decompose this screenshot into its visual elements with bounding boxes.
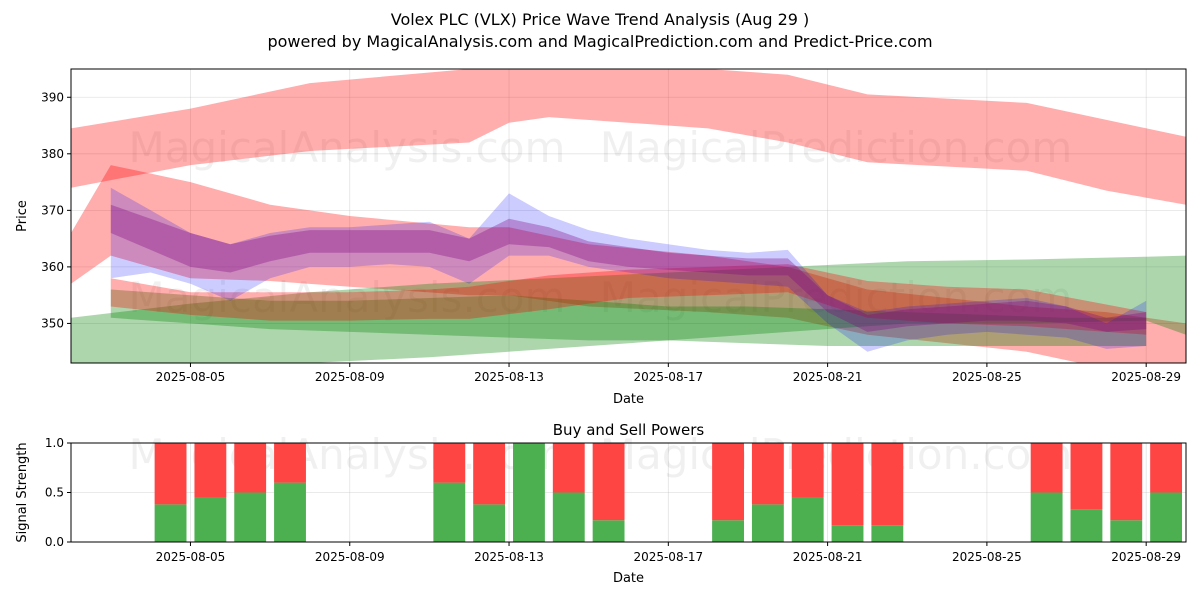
bar-xtick-label: 2025-08-13	[474, 550, 544, 564]
bar-chart-title: Buy and Sell Powers	[553, 421, 705, 439]
watermark-text: MagicalPrediction.com	[600, 273, 1073, 322]
bar-xtick-label: 2025-08-25	[952, 550, 1022, 564]
bar-ylabel: Signal Strength	[15, 442, 30, 542]
sell-bar	[1070, 443, 1103, 510]
buy-bar	[592, 520, 625, 542]
price-axes-frame	[70, 68, 1187, 364]
buy-bar	[791, 497, 824, 542]
price-xtick-label: 2025-08-21	[793, 370, 863, 384]
sell-bar	[712, 443, 744, 521]
sell-bar	[871, 443, 904, 526]
buy-bar	[513, 443, 545, 542]
watermark-text: MagicalAnalysis.com	[129, 123, 566, 172]
price-ytick-label: 390	[41, 90, 64, 104]
buy-bar	[751, 504, 784, 542]
watermark-text: MagicalPrediction.com	[600, 123, 1073, 172]
price-xtick-label: 2025-08-25	[952, 370, 1022, 384]
price-xtick-label: 2025-08-13	[474, 370, 544, 384]
buy-bar	[234, 492, 267, 542]
price-band-blue-5	[110, 187, 1147, 352]
price-band-green-3	[110, 289, 1147, 346]
price-xtick-label: 2025-08-09	[315, 370, 385, 384]
sell-bar	[433, 443, 466, 483]
chart-subtitle: powered by MagicalAnalysis.com and Magic…	[267, 32, 933, 51]
buy-bar	[1030, 492, 1063, 542]
buy-bar	[274, 482, 306, 542]
sell-bar	[1150, 443, 1183, 493]
price-xtick-label: 2025-08-05	[156, 370, 226, 384]
bar-xtick-label: 2025-08-29	[1111, 550, 1181, 564]
bar-xtick-label: 2025-08-09	[315, 550, 385, 564]
buy-bar	[194, 497, 227, 542]
price-band-red-0	[71, 69, 1186, 205]
price-ylabel: Price	[15, 200, 30, 232]
price-ytick-label: 350	[41, 316, 64, 330]
bar-xtick-label: 2025-08-21	[793, 550, 863, 564]
signal-bars	[154, 443, 1183, 542]
sell-bar	[1110, 443, 1143, 521]
bar-ytick-label: 0.5	[45, 486, 64, 500]
buy-bar	[1150, 492, 1183, 542]
price-band-red-1	[71, 165, 1186, 363]
buy-bar	[712, 520, 744, 542]
price-ytick-label: 370	[41, 203, 64, 217]
price-band-purple-6	[110, 204, 1147, 332]
bar-ytick-label: 1.0	[45, 436, 64, 450]
bar-xlabel: Date	[613, 571, 644, 586]
watermark-text: MagicalAnalysis.com	[129, 273, 566, 322]
buy-bar	[552, 492, 585, 542]
price-band-green-2	[71, 255, 1186, 363]
buy-bar	[871, 525, 904, 542]
sell-bar	[592, 443, 625, 521]
price-ytick-label: 380	[41, 147, 64, 161]
buy-bar	[154, 504, 187, 542]
bar-ytick-label: 0.0	[45, 535, 64, 549]
price-band-red-4	[110, 264, 1147, 335]
bar-xtick-label: 2025-08-17	[633, 550, 703, 564]
buy-bar	[831, 525, 864, 542]
sell-bar	[751, 443, 784, 505]
sell-bar	[234, 443, 267, 493]
buy-bar	[1070, 509, 1103, 542]
price-bands	[71, 69, 1186, 363]
sell-bar	[791, 443, 824, 498]
sell-bar	[1030, 443, 1063, 493]
sell-bar	[194, 443, 227, 498]
price-xtick-label: 2025-08-29	[1111, 370, 1181, 384]
buy-bar	[433, 482, 466, 542]
buy-bar	[1110, 520, 1143, 542]
price-xlabel: Date	[613, 392, 644, 407]
sell-bar	[831, 443, 864, 526]
bar-xtick-label: 2025-08-05	[156, 550, 226, 564]
sell-bar	[473, 443, 506, 505]
price-ytick-label: 360	[41, 260, 64, 274]
sell-bar	[154, 443, 187, 505]
buy-bar	[473, 504, 506, 542]
price-xtick-label: 2025-08-17	[633, 370, 703, 384]
chart-title: Volex PLC (VLX) Price Wave Trend Analysi…	[390, 10, 810, 29]
sell-bar	[552, 443, 585, 493]
sell-bar	[274, 443, 306, 483]
